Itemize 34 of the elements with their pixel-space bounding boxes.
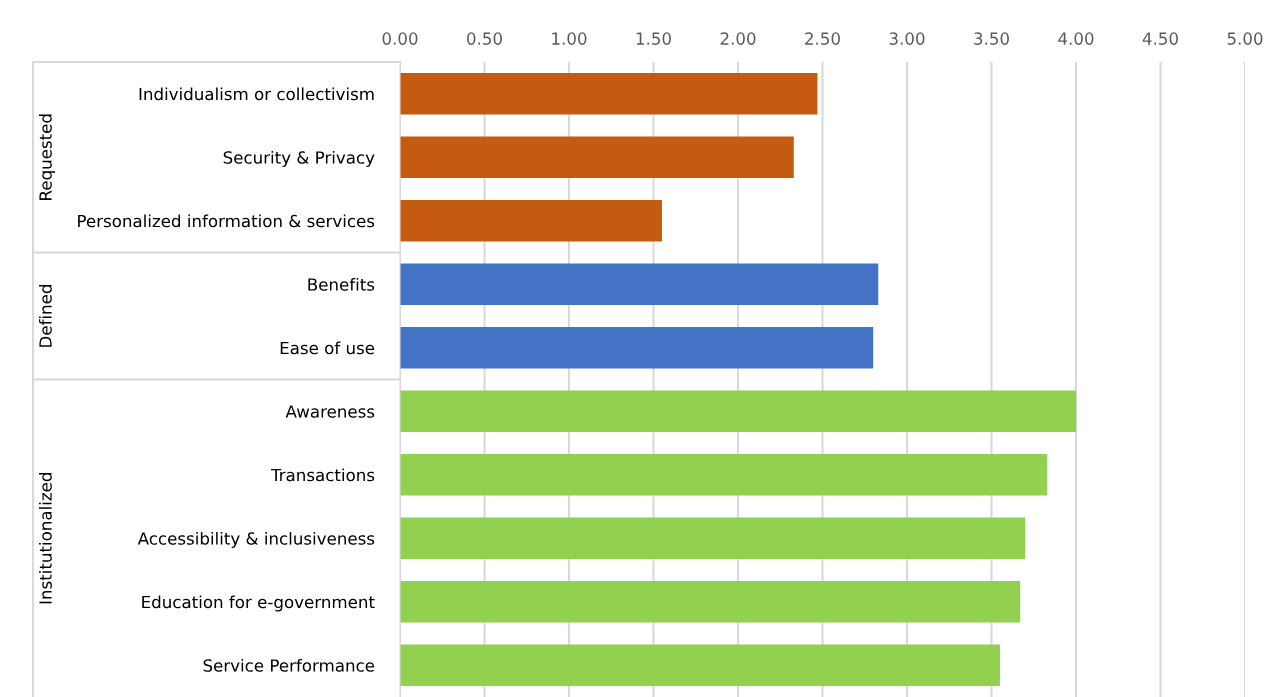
- y-tick-label: Transactions: [270, 468, 375, 482]
- x-tick-label: 0.00: [382, 32, 418, 45]
- x-tick-label: 1.00: [552, 32, 587, 45]
- text: Defined: [38, 285, 52, 347]
- x-tick-label: 1.50: [636, 32, 671, 45]
- bar: [400, 644, 1000, 686]
- x-tick-label: 4.50: [1142, 32, 1178, 45]
- x-tick-label: 0.50: [467, 32, 502, 45]
- x-tick-label: 3.00: [889, 32, 925, 45]
- bar: [400, 581, 1021, 623]
- bar: [400, 454, 1048, 496]
- bar: [400, 200, 662, 242]
- y-tick-label: Security & Privacy: [223, 150, 375, 168]
- y-tick-label: Ease of use: [280, 341, 375, 355]
- text: Institutionalized: [38, 473, 52, 604]
- y-tick-label: Awareness: [285, 405, 375, 418]
- x-tick-label: 3.50: [974, 32, 1009, 45]
- x-tick-label: 5.00: [1227, 32, 1263, 45]
- y-tick-label: Personalized information & services: [78, 214, 375, 228]
- x-tick-label: 2.50: [805, 32, 840, 45]
- y-tick-label: Benefits: [308, 277, 375, 291]
- bar: [400, 327, 874, 369]
- x-tick-label: 2.00: [720, 32, 756, 45]
- bar: [400, 517, 1026, 559]
- y-tick-label: Service Performance: [203, 658, 375, 672]
- bar: [400, 136, 794, 178]
- x-tick-label: 4.00: [1058, 32, 1094, 45]
- y-tick-label: Individualism or collectivism: [139, 87, 374, 101]
- y-tick-label: Education for e-government: [142, 595, 375, 612]
- y-tick-label: Accessibility & inclusiveness: [137, 531, 375, 549]
- bar: [400, 73, 818, 115]
- bar: [400, 390, 1076, 432]
- bar: [400, 263, 879, 305]
- text: Requested: [38, 114, 56, 200]
